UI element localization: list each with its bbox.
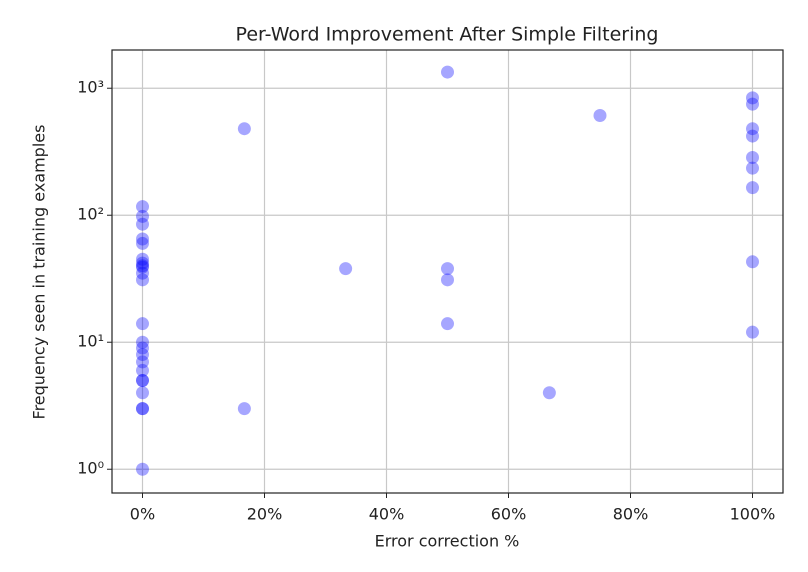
- point: [746, 91, 759, 105]
- point: [136, 402, 149, 416]
- x-tick-label: 0%: [130, 505, 155, 524]
- point: [136, 209, 149, 223]
- chart-title: Per-Word Improvement After Simple Filter…: [236, 24, 659, 46]
- point: [746, 181, 759, 195]
- point: [136, 232, 149, 246]
- y-tick-label: 10²: [77, 205, 104, 224]
- point: [746, 325, 759, 339]
- point: [237, 402, 251, 416]
- point: [136, 462, 149, 476]
- point: [237, 122, 251, 136]
- y-tick-label: 10¹: [77, 332, 104, 351]
- point: [136, 252, 149, 266]
- point: [136, 200, 149, 214]
- point: [136, 348, 149, 362]
- point: [136, 355, 149, 369]
- x-axis-label: Error correction %: [375, 532, 520, 551]
- point: [136, 402, 149, 416]
- point: [441, 273, 454, 287]
- x-tick-label: 80%: [613, 505, 649, 524]
- point: [136, 373, 149, 387]
- plot-frame: [111, 49, 784, 494]
- point: [136, 317, 149, 331]
- point: [136, 341, 149, 355]
- point: [593, 108, 607, 122]
- point: [136, 273, 149, 287]
- point: [746, 97, 759, 111]
- y-tick-label: 10⁰: [77, 459, 104, 478]
- x-tick-label: 100%: [730, 505, 776, 524]
- point: [136, 386, 149, 400]
- point: [136, 363, 149, 377]
- point: [339, 262, 353, 276]
- x-tick-label: 20%: [247, 505, 283, 524]
- point: [441, 262, 454, 276]
- x-tick-label: 60%: [491, 505, 527, 524]
- point: [441, 65, 454, 79]
- point: [136, 217, 149, 231]
- point: [441, 317, 454, 331]
- point: [746, 161, 759, 175]
- point: [136, 259, 149, 273]
- x-tick-label: 40%: [369, 505, 405, 524]
- point: [136, 260, 149, 274]
- point: [136, 335, 149, 349]
- point: [746, 255, 759, 269]
- point: [746, 122, 759, 136]
- y-axis-label: Frequency seen in training examples: [30, 125, 49, 420]
- point: [746, 150, 759, 164]
- point: [136, 256, 149, 270]
- y-tick-label: 10³: [77, 78, 104, 97]
- point: [136, 373, 149, 387]
- point: [136, 266, 149, 280]
- point: [136, 236, 149, 250]
- point: [542, 386, 556, 400]
- point: [746, 129, 759, 143]
